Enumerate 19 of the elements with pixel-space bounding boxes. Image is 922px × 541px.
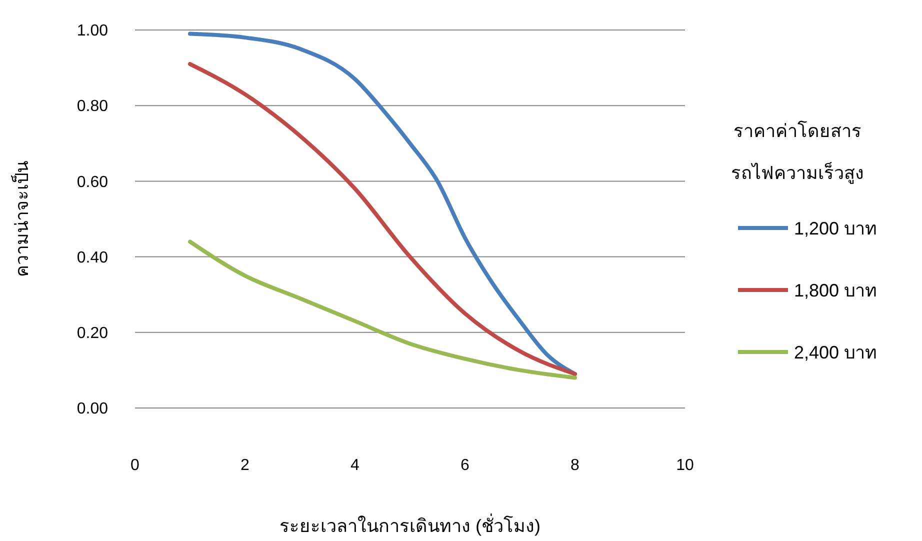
line-series	[188, 240, 577, 380]
x-axis-title: ระยะเวลาในการเดินทาง (ชั่วโมง)	[280, 513, 540, 536]
legend-label: 2,400 บาท	[794, 342, 878, 362]
legend-label: 1,800 บาท	[794, 280, 878, 300]
x-tick-label: 0	[130, 457, 140, 474]
x-tick-label: 10	[676, 457, 694, 474]
legend-label: 1,200 บาท	[794, 218, 878, 238]
y-tick-label: 0.60	[76, 174, 108, 191]
text: ราคาค่าโดยสารรถไฟความเร็วสูง	[731, 121, 864, 183]
y-tick-label: 0.20	[76, 325, 108, 342]
y-tick-label: 0.80	[76, 98, 108, 116]
y-tick-label: 0.00	[76, 400, 108, 418]
y-tick-label: 0.40	[76, 249, 108, 266]
x-tick-label: 6	[460, 457, 470, 474]
y-tick-label: 1.00	[76, 22, 108, 40]
x-tick-label: 2	[240, 457, 250, 474]
x-tick-label: 4	[350, 457, 360, 474]
y-axis-title: ความน่าจะเป็น	[10, 161, 32, 277]
x-tick-label: 8	[570, 457, 580, 474]
